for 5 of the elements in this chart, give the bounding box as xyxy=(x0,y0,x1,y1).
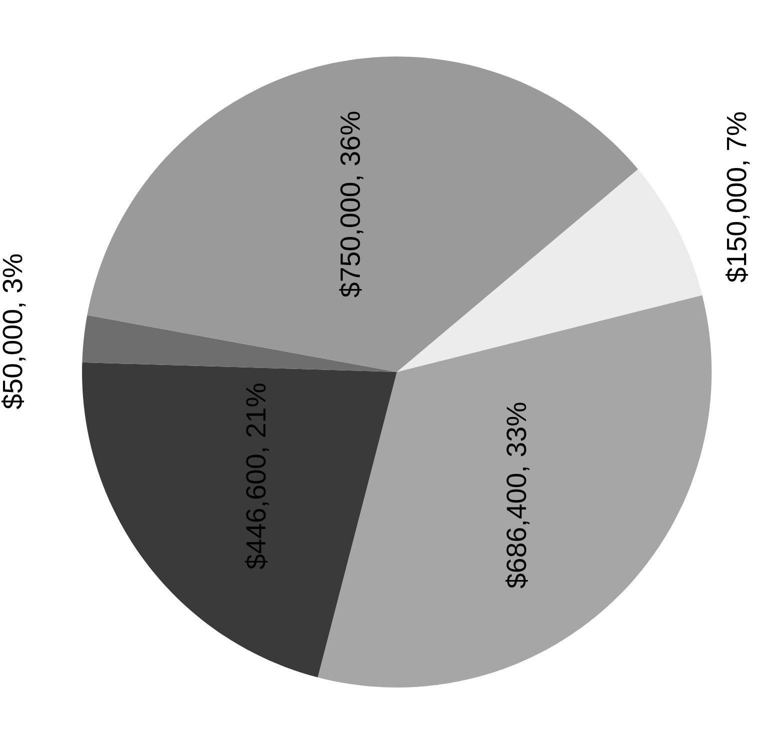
data-label: $50,000, 3% xyxy=(2,254,26,410)
data-label: $150,000, 7% xyxy=(726,112,750,282)
data-label: $446,600, 21% xyxy=(244,384,270,570)
data-label: $686,400, 33% xyxy=(505,402,530,588)
data-label: $750,000, 36% xyxy=(339,112,364,298)
